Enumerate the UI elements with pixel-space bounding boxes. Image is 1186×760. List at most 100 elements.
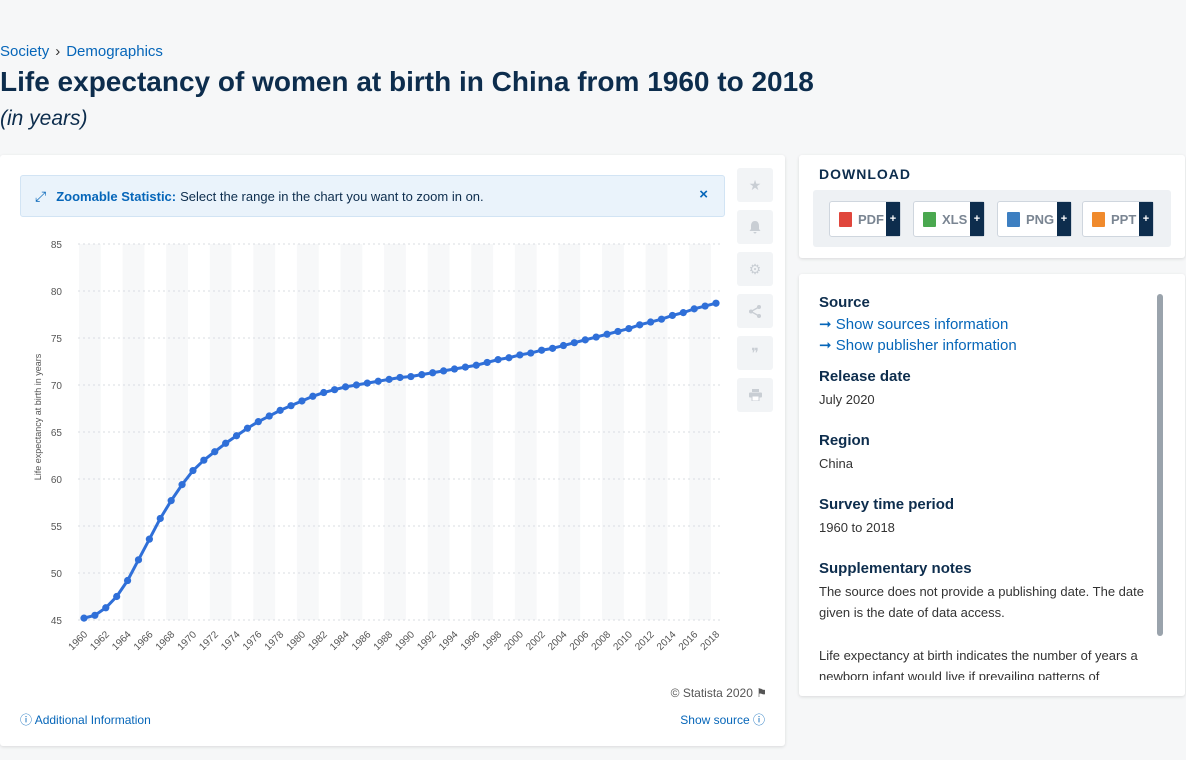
x-tick-label: 1994 [437, 629, 461, 653]
info-scroll-area[interactable]: Source ➞ Show sources information ➞ Show… [819, 294, 1149, 680]
release-date-heading: Release date [819, 368, 911, 385]
data-point [429, 369, 437, 377]
data-point [472, 361, 480, 369]
x-tick-label: 1986 [350, 629, 374, 653]
data-point [505, 354, 513, 362]
plot-band [209, 244, 232, 620]
data-point [614, 327, 622, 336]
download-png-button[interactable]: PNG + [997, 201, 1072, 237]
download-xls-button[interactable]: XLS + [913, 201, 985, 237]
x-tick-label: 2010 [611, 629, 635, 653]
x-tick-label: 1968 [154, 629, 178, 653]
x-tick-label: 1980 [285, 629, 309, 653]
data-point [265, 412, 273, 420]
quote-icon[interactable]: ❞ [737, 336, 773, 370]
x-tick-label: 1966 [132, 629, 156, 653]
data-point [439, 367, 448, 375]
data-point [385, 375, 393, 383]
data-point [331, 386, 339, 394]
print-icon[interactable] [737, 378, 773, 412]
scrollbar[interactable] [1157, 294, 1163, 636]
y-tick-label: 75 [51, 334, 63, 345]
chart-plot[interactable]: 4550556065707580851960196219641966196819… [0, 155, 785, 685]
x-tick-label: 1960 [67, 629, 91, 653]
data-point [636, 321, 644, 329]
region-value: China [819, 456, 853, 471]
data-point [494, 356, 502, 364]
zoom-label: Zoomable Statistic: [56, 188, 177, 204]
close-icon[interactable]: × [699, 186, 708, 203]
data-point [156, 514, 164, 523]
x-tick-label: 1982 [306, 629, 330, 653]
data-point [647, 318, 655, 326]
download-card: DOWNLOAD PDF + XLS + PNG + PPT + [799, 155, 1185, 258]
x-tick-label: 1990 [394, 629, 418, 653]
x-tick-label: 2014 [655, 629, 679, 653]
zoom-banner: ⤢ Zoomable Statistic: Select the range i… [20, 175, 725, 217]
x-tick-label: 1996 [459, 629, 483, 653]
data-point [396, 373, 404, 382]
show-publisher-link[interactable]: ➞ Show publisher information [819, 337, 1017, 354]
data-point [276, 406, 284, 414]
bell-icon[interactable] [737, 210, 773, 244]
y-tick-label: 65 [51, 428, 63, 439]
data-point [211, 448, 219, 456]
show-source-link[interactable]: Show source ⓘ [680, 711, 765, 728]
data-point [625, 325, 633, 333]
download-pdf-button[interactable]: PDF + [829, 201, 901, 237]
data-point [134, 556, 143, 564]
x-tick-label: 1970 [176, 629, 200, 653]
data-point [298, 397, 306, 405]
breadcrumb: Society › Demographics [0, 43, 163, 60]
data-point [548, 344, 557, 352]
x-tick-label: 2006 [568, 629, 592, 653]
chart-tools: ★ ⚙ ❞ [737, 168, 773, 420]
x-tick-label: 1984 [328, 629, 352, 653]
data-point [483, 358, 491, 367]
region-heading: Region [819, 432, 870, 449]
x-tick-label: 1988 [372, 629, 396, 653]
chart-card: ⤢ Zoomable Statistic: Select the range i… [0, 155, 785, 746]
data-point [712, 299, 720, 307]
download-png-label: PNG [1026, 211, 1055, 227]
y-tick-label: 85 [51, 240, 63, 251]
x-tick-label: 2012 [633, 629, 657, 653]
xls-file-icon [923, 211, 936, 227]
data-point [254, 418, 262, 426]
plot-band [514, 244, 537, 620]
data-point [418, 371, 426, 379]
plus-icon: + [1057, 202, 1071, 236]
download-ppt-button[interactable]: PPT + [1082, 201, 1154, 237]
data-point [222, 439, 230, 447]
data-point [679, 309, 687, 317]
data-point [200, 456, 208, 464]
data-point [341, 383, 350, 391]
x-tick-label: 2016 [677, 629, 701, 653]
breadcrumb-society-link[interactable]: Society [0, 43, 50, 60]
x-tick-label: 1978 [263, 629, 287, 653]
copyright: © Statista 2020 ⚑ [671, 686, 767, 700]
y-tick-label: 50 [51, 569, 63, 580]
data-point [527, 349, 535, 357]
download-ppt-label: PPT [1111, 211, 1137, 227]
info-card: Source ➞ Show sources information ➞ Show… [799, 274, 1185, 696]
page-title: Life expectancy of women at birth in Chi… [0, 66, 814, 97]
gear-icon[interactable]: ⚙ [737, 252, 773, 286]
x-tick-label: 2018 [699, 629, 723, 653]
additional-information-link[interactable]: ⓘ Additional Information [20, 711, 151, 728]
survey-period-value: 1960 to 2018 [819, 520, 895, 535]
share-icon[interactable] [737, 294, 773, 328]
y-tick-label: 80 [51, 287, 63, 298]
flag-icon[interactable]: ⚑ [756, 686, 767, 700]
x-tick-label: 2004 [546, 629, 570, 653]
info-icon: ⓘ [20, 713, 33, 727]
source-heading: Source [819, 294, 870, 311]
star-icon[interactable]: ★ [737, 168, 773, 202]
y-tick-label: 70 [51, 381, 63, 392]
data-point [145, 535, 153, 543]
expand-icon: ⤢ [35, 187, 47, 204]
breadcrumb-demographics-link[interactable]: Demographics [66, 43, 163, 60]
plus-icon: + [970, 202, 984, 236]
data-point [668, 311, 677, 320]
show-sources-link[interactable]: ➞ Show sources information [819, 316, 1009, 333]
